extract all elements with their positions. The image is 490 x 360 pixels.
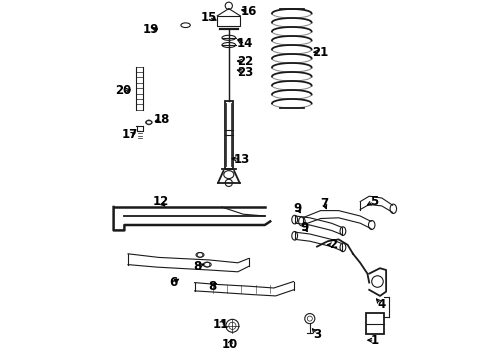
Bar	[225, 101, 233, 169]
Text: 6: 6	[169, 276, 177, 289]
Text: 8: 8	[208, 280, 216, 293]
Text: 8: 8	[194, 260, 201, 273]
Text: 11: 11	[212, 318, 229, 331]
Text: 16: 16	[241, 5, 257, 18]
Text: 19: 19	[143, 23, 159, 36]
Text: 9: 9	[293, 202, 301, 215]
Text: 1: 1	[370, 334, 379, 347]
Text: 17: 17	[122, 129, 138, 141]
Text: 21: 21	[313, 46, 329, 59]
Bar	[217, 16, 240, 26]
Text: 20: 20	[115, 84, 131, 97]
Text: 4: 4	[377, 298, 385, 311]
Text: 14: 14	[237, 37, 253, 50]
Text: 12: 12	[152, 195, 169, 208]
Text: 10: 10	[222, 338, 238, 351]
Text: 15: 15	[201, 11, 217, 24]
Text: 2: 2	[329, 238, 337, 251]
Text: 3: 3	[313, 328, 321, 341]
Text: 22: 22	[237, 55, 253, 68]
Bar	[366, 313, 384, 334]
Text: 7: 7	[320, 197, 328, 210]
Text: 9: 9	[300, 221, 309, 234]
Text: 18: 18	[153, 113, 170, 126]
Text: 13: 13	[233, 153, 249, 166]
Text: 23: 23	[237, 66, 253, 78]
Text: 5: 5	[370, 195, 378, 208]
